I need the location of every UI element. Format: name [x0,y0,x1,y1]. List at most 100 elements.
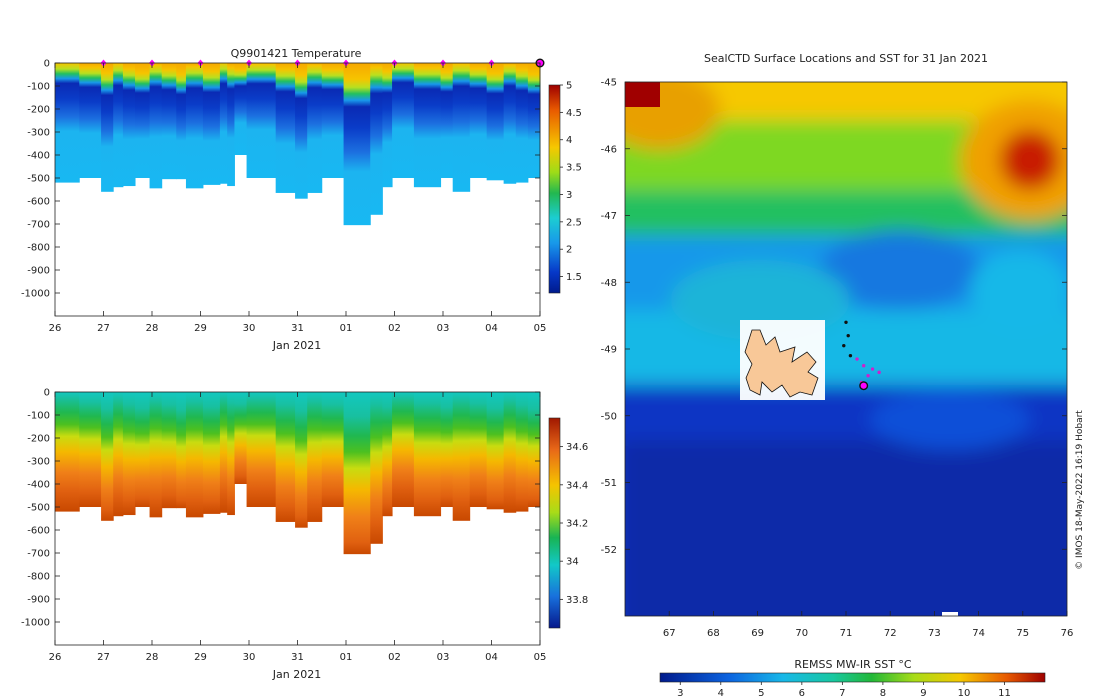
sst-colorbar-tick-label: 7 [839,688,845,699]
map-x-axis: 67 68 69 70 71 72 73 74 75 76 [663,611,1073,639]
y-tick-label: -100 [27,411,50,422]
warm-corner-patch [625,82,660,107]
temperature-profile-column [234,63,248,155]
colorbar-tick-label: 3.5 [566,163,582,174]
salinity-profile-column [392,392,415,507]
map-x-tick-label: 72 [884,628,897,639]
temperature-profile-column [527,63,541,178]
sst-colorbar [659,672,1046,683]
temperature-profile-column [79,63,102,178]
x-tick-label: 29 [194,652,207,663]
x-tick-label: 01 [340,323,353,334]
salinity-profile-column [234,392,248,484]
temperature-profile-column [185,63,204,189]
track-point [877,370,881,375]
salinity-profile-column [227,392,235,516]
map-y-tick-label: -47 [601,211,617,222]
temperature-title: Q9901421 Temperature [231,47,362,60]
x-tick-label: 05 [534,323,547,334]
salinity-profile-column [122,392,136,516]
y-tick-label: -400 [27,151,50,162]
salinity-panel: 0 -100 -200 -300 -400 -500 -600 -700 -800 -900 -10… [21,388,588,682]
sst-colorbar-tick-label: 4 [718,688,724,699]
y-tick-label: -700 [27,220,50,231]
map-x-tick-label: 70 [795,628,808,639]
temperature-profile-column [452,63,471,192]
x-tick-label: 05 [534,652,547,663]
map-title: SealCTD Surface Locations and SST for 31… [704,52,988,65]
temperature-profile-column [469,63,488,178]
map-x-tick-label: 73 [928,628,941,639]
map-x-tick-label: 75 [1016,628,1029,639]
temperature-profile-column [55,63,80,183]
sst-colorbar-tick-label: 6 [799,688,805,699]
x-tick-label: 27 [97,323,110,334]
temperature-profile-column [219,63,228,184]
sst-field [625,82,1067,616]
x-tick-label: 27 [97,652,110,663]
credit-text: © IMOS 18-May-2022 16:19 Hobart [1075,410,1085,570]
x-tick-label: 02 [388,652,401,663]
temperature-profile-column [307,63,323,193]
colorbar-tick-label: 5 [566,81,572,92]
sst-colorbar-tick-label: 10 [958,688,971,699]
temperature-profile-column [113,63,124,188]
salinity-profile-column [440,392,454,507]
temperature-profile-column [227,63,235,187]
temperature-profile-column [321,63,345,178]
salinity-profiles [55,392,541,555]
colorbar-tick-label: 33.8 [566,595,588,606]
x-tick-label: 26 [49,652,62,663]
temperature-profile-column [382,63,393,188]
temperature-y-axis: 0 -100 -200 -300 -400 -500 -600 -700 -800 -900 -10… [21,59,540,300]
y-tick-label: -1000 [21,618,50,629]
map-y-tick-label: -52 [601,545,617,556]
salinity-profile-column [370,392,383,544]
salinity-profile-column [295,392,308,528]
salinity-profile-column [135,392,151,507]
temperature-profile-column [202,63,221,185]
temperature-profile-column [176,63,187,180]
x-tick-label: 02 [388,323,401,334]
y-tick-label: -800 [27,572,50,583]
track-point [870,367,875,371]
y-tick-label: -900 [27,266,50,277]
salinity-profile-column [452,392,471,521]
map-x-tick-label: 74 [972,628,985,639]
x-tick-label: 03 [437,652,450,663]
temperature-profile-column [161,63,177,180]
y-tick-label: -200 [27,105,50,116]
temperature-profile-column [503,63,517,184]
y-tick-label: -1000 [21,289,50,300]
y-tick-label: 0 [44,388,50,399]
x-tick-label: 31 [291,652,304,663]
salinity-profile-column [307,392,323,522]
colorbar-tick-label: 2 [566,245,572,256]
temperature-profile-column [275,63,296,193]
y-tick-label: -600 [27,526,50,537]
y-tick-label: -400 [27,480,50,491]
x-tick-label: 04 [485,652,498,663]
kerguelen-island [744,329,819,398]
salinity-profile-column [149,392,163,518]
temperature-profile-column [343,63,371,226]
salinity-profile-column [176,392,187,509]
y-tick-label: 0 [44,59,50,70]
temperature-profile-column [515,63,529,183]
temperature-profile-column [392,63,415,178]
salinity-profile-column [219,392,228,513]
temperature-profile-column [486,63,505,181]
salinity-profile-column [101,392,114,521]
colorbar-tick-label: 3 [566,190,572,201]
colorbar-tick-label: 34.4 [566,480,588,491]
map-y-tick-label: -49 [601,345,617,356]
y-tick-label: -900 [27,595,50,606]
temperature-profile-column [101,63,114,192]
colorbar-tick-label: 4 [566,135,572,146]
track-point [861,363,866,368]
salinity-profile-column [486,392,505,510]
colorbar-tick-label: 2.5 [566,217,582,228]
map-x-tick-label: 71 [840,628,853,639]
map-colorbar-label: REMSS MW-IR SST °C [794,658,912,671]
salinity-profile-column [246,392,277,507]
